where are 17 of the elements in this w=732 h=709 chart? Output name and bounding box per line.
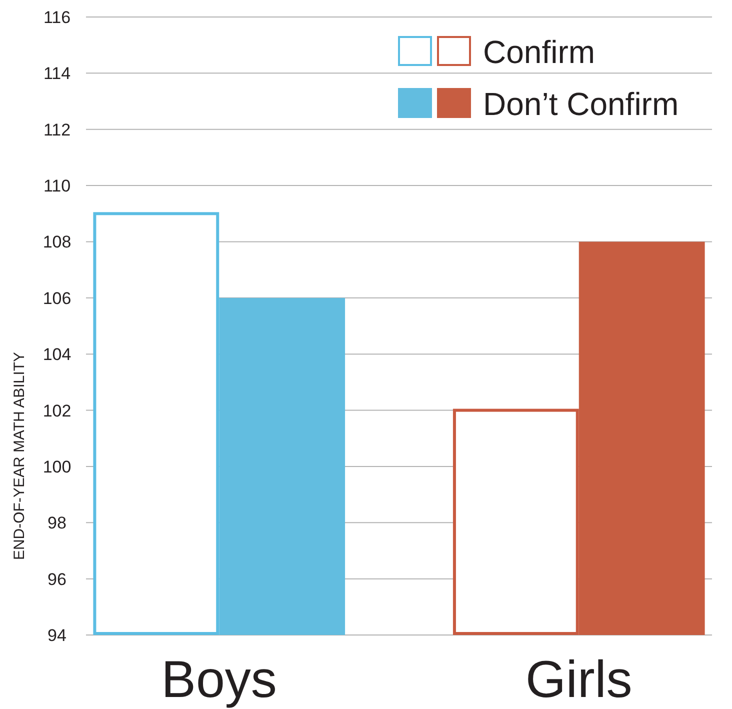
- y-tick-label: 114: [43, 64, 71, 84]
- y-tick-label: 102: [42, 401, 72, 420]
- y-tick-label: 98: [48, 514, 66, 533]
- y-tick-label: 100: [42, 457, 72, 476]
- y-tick-label: 116: [43, 8, 71, 27]
- x-tick-label: Boys: [161, 651, 277, 709]
- y-tick-label: 104: [42, 345, 72, 364]
- y-tick-label: 96: [48, 570, 66, 589]
- y-tick-label: 108: [42, 232, 72, 252]
- y-tick-label: 106: [42, 288, 72, 308]
- legend-label: Don’t Confirm: [483, 86, 679, 122]
- x-tick-label: Girls: [525, 651, 632, 709]
- y-tick-label: 110: [43, 176, 71, 196]
- y-tick-label: 94: [48, 626, 66, 645]
- legend-label: Confirm: [483, 34, 596, 70]
- y-tick-label: 112: [43, 120, 71, 140]
- y-axis-title: END-OF-YEAR MATH ABILITY: [11, 352, 28, 560]
